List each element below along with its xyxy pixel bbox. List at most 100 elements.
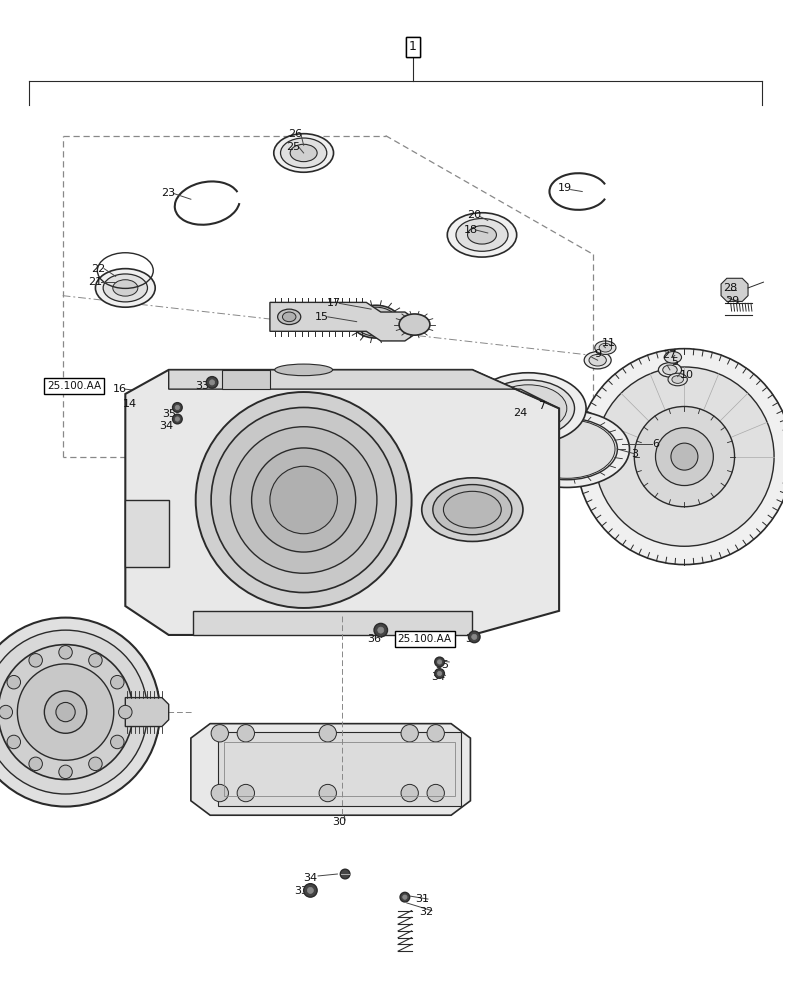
Circle shape [340,869,350,879]
Ellipse shape [280,138,326,168]
Ellipse shape [432,485,511,535]
Bar [217,732,460,806]
Circle shape [29,757,42,771]
Ellipse shape [398,314,429,335]
Circle shape [17,664,114,760]
Text: 5: 5 [671,357,677,367]
Text: 25.100.AA: 25.100.AA [47,381,101,391]
Circle shape [7,735,20,749]
Circle shape [237,784,254,802]
Text: 35: 35 [435,660,449,670]
Circle shape [211,784,228,802]
Text: 34: 34 [431,672,445,682]
Text: 17: 17 [326,298,340,308]
Circle shape [173,414,182,424]
Text: 28: 28 [723,283,737,293]
Text: 26: 26 [288,129,302,139]
Circle shape [110,735,124,749]
Circle shape [303,884,317,897]
Ellipse shape [658,363,680,377]
Text: 24: 24 [513,408,527,418]
Ellipse shape [467,226,496,244]
Polygon shape [720,278,747,301]
Circle shape [45,691,87,733]
Circle shape [471,634,476,639]
Polygon shape [125,370,559,635]
Ellipse shape [588,354,606,366]
Text: 36: 36 [367,634,380,644]
Circle shape [0,645,133,780]
Ellipse shape [305,481,388,533]
Text: 10: 10 [679,370,693,380]
Ellipse shape [255,518,341,572]
Circle shape [206,377,217,388]
Ellipse shape [242,510,355,581]
Text: 4: 4 [52,776,59,786]
Ellipse shape [351,305,400,338]
Circle shape [175,417,179,421]
Text: 35: 35 [162,409,177,419]
Circle shape [56,702,75,722]
Ellipse shape [489,385,566,432]
Ellipse shape [583,352,611,369]
Text: 32: 32 [418,907,432,917]
Bar [223,742,454,796]
Text: 27: 27 [661,350,676,360]
Ellipse shape [274,364,333,376]
Circle shape [211,725,228,742]
Ellipse shape [282,312,295,322]
Circle shape [0,705,12,719]
Ellipse shape [599,343,611,352]
Circle shape [594,367,773,546]
Circle shape [195,392,411,608]
Circle shape [437,660,441,664]
Text: 31: 31 [414,894,429,904]
Ellipse shape [482,380,574,437]
Circle shape [437,671,441,676]
Polygon shape [192,611,472,635]
Text: 30: 30 [332,817,346,827]
Circle shape [0,630,148,794]
Text: 6: 6 [651,439,659,449]
Text: 33: 33 [294,886,307,896]
Text: 25: 25 [285,142,300,152]
Circle shape [110,675,124,689]
Circle shape [401,784,418,802]
Circle shape [251,448,355,552]
Polygon shape [269,302,418,341]
Ellipse shape [315,487,379,527]
Ellipse shape [667,373,686,386]
Circle shape [118,705,132,719]
Circle shape [58,765,72,779]
Text: 29: 29 [724,296,739,306]
Circle shape [402,895,406,899]
Ellipse shape [266,525,331,566]
Text: 22: 22 [91,264,105,274]
Circle shape [307,887,313,893]
Circle shape [654,428,712,486]
Ellipse shape [113,280,138,296]
Circle shape [374,623,387,637]
Ellipse shape [447,213,516,257]
Text: 33: 33 [195,381,209,391]
Circle shape [88,757,102,771]
Circle shape [7,675,20,689]
Ellipse shape [421,478,522,541]
Ellipse shape [103,274,148,302]
Text: 19: 19 [557,183,571,193]
Ellipse shape [153,383,203,415]
Circle shape [319,725,336,742]
Circle shape [468,631,479,643]
Circle shape [0,618,160,807]
Circle shape [269,466,337,534]
Circle shape [401,725,418,742]
Text: 25.100.AA: 25.100.AA [397,634,451,644]
Ellipse shape [516,418,616,480]
Ellipse shape [294,474,400,540]
Polygon shape [169,370,559,408]
Text: 34: 34 [303,873,317,883]
Text: 2: 2 [271,540,278,550]
Text: 15: 15 [315,312,328,322]
Text: 13: 13 [396,482,410,492]
Ellipse shape [594,341,616,354]
